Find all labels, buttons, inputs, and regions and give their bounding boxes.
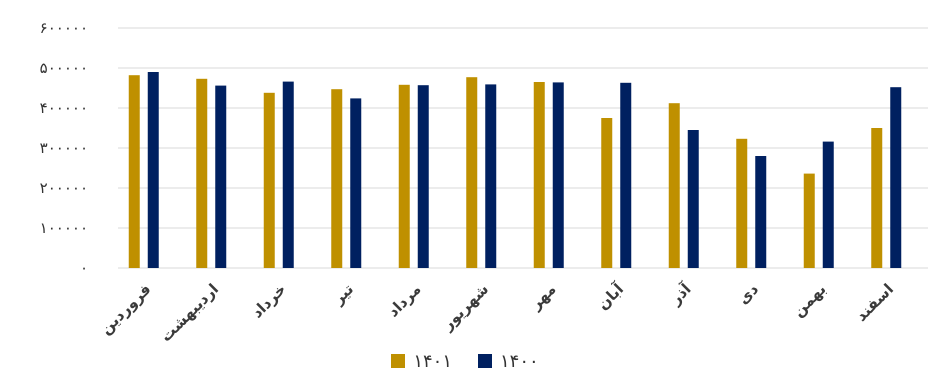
bar-۱۴۰۰-4 [417,85,429,268]
bar-۱۴۰۰-9 [755,156,767,268]
legend-swatch-1400 [478,354,492,368]
x-tick-label: بهمن [789,280,829,320]
bar-۱۴۰۱-7 [601,118,613,268]
y-tick-label: ۶۰۰۰۰۰ [40,19,88,37]
x-axis-ticks: فروردین اردیبهشت خرداد تیر مرداد شهریور مهر آبا… [97,280,897,346]
bar-۱۴۰۰-11 [890,87,902,268]
y-tick-label: ۵۰۰۰۰۰ [40,59,88,77]
legend: ۱۴۰۱ ۱۴۰۰ [0,350,930,372]
legend-label-1401: ۱۴۰۱ [413,350,452,372]
bar-۱۴۰۰-5 [485,84,497,269]
bar-۱۴۰۱-3 [331,89,343,268]
bar-۱۴۰۱-5 [466,77,478,268]
bar-chart: ۰ ۱۰۰۰۰۰ ۲۰۰۰۰۰ ۳۰۰۰۰۰ ۴۰۰۰۰۰ ۵۰۰۰۰۰ ۶۰۰۰۰۰ فر… [40,19,928,346]
bar-۱۴۰۰-2 [282,81,294,268]
bar-۱۴۰۰-1 [215,85,227,268]
bar-۱۴۰۱-4 [398,84,410,268]
x-tick-label: آذر [666,280,695,309]
x-tick-label: فروردین [97,280,155,338]
x-tick-label: دی [734,280,762,308]
bar-۱۴۰۱-6 [533,82,545,268]
bar-۱۴۰۱-0 [128,75,140,268]
bar-۱۴۰۰-0 [147,72,159,268]
bar-۱۴۰۱-1 [196,78,208,268]
legend-item-1401: ۱۴۰۱ [391,351,452,372]
y-tick-label: ۱۰۰۰۰۰ [40,219,88,237]
y-tick-label: ۲۰۰۰۰۰ [40,179,88,197]
bar-۱۴۰۰-3 [350,98,362,269]
bar-۱۴۰۰-6 [552,82,564,269]
x-tick-label: آبان [594,280,628,314]
x-tick-label: شهریور [438,280,492,334]
bar-۱۴۰۱-2 [263,92,275,268]
legend-item-1400: ۱۴۰۰ [478,351,539,372]
gridlines [118,27,928,269]
bar-۱۴۰۱-11 [871,128,883,268]
legend-label-1400: ۱۴۰۰ [500,350,539,372]
x-tick-label: مرداد [384,280,424,320]
bars [128,72,902,269]
x-tick-label: مهر [526,280,560,314]
bar-۱۴۰۱-8 [668,103,680,268]
bar-۱۴۰۰-10 [822,141,834,268]
x-tick-label: اردیبهشت [157,280,222,345]
y-tick-label: ۴۰۰۰۰۰ [40,99,88,117]
x-tick-label: خرداد [248,280,289,321]
bar-۱۴۰۰-7 [620,82,632,268]
x-tick-label: تیر [329,280,357,308]
x-tick-label: اسفند [852,280,897,325]
bar-۱۴۰۱-9 [736,138,748,268]
y-tick-label: ۳۰۰۰۰۰ [40,139,88,157]
y-tick-label: ۰ [80,259,88,277]
legend-swatch-1401 [391,354,406,368]
y-axis-ticks: ۰ ۱۰۰۰۰۰ ۲۰۰۰۰۰ ۳۰۰۰۰۰ ۴۰۰۰۰۰ ۵۰۰۰۰۰ ۶۰۰۰۰۰ [40,19,88,277]
bar-۱۴۰۰-8 [687,130,699,268]
bar-۱۴۰۱-10 [803,173,815,268]
